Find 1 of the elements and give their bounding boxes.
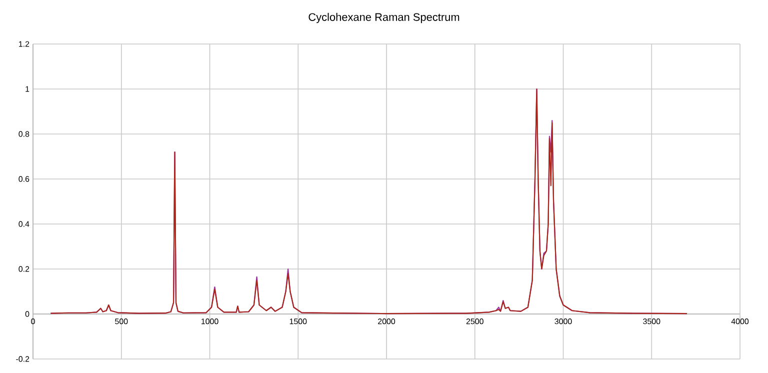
chart-title: Cyclohexane Raman Spectrum <box>308 12 460 24</box>
